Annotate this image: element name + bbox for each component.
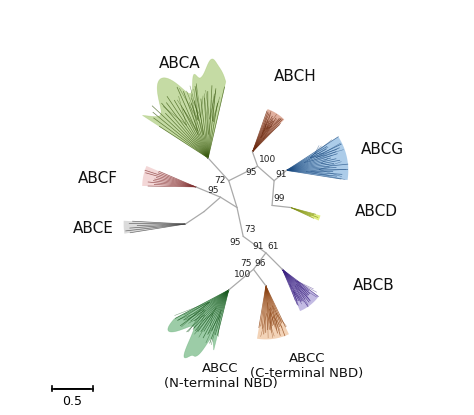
- Text: ABCE: ABCE: [73, 221, 113, 236]
- Text: ABCB: ABCB: [353, 278, 394, 293]
- Text: 0.5: 0.5: [62, 395, 82, 408]
- Text: 96: 96: [255, 259, 266, 269]
- Text: 91: 91: [252, 242, 264, 251]
- Polygon shape: [168, 290, 229, 358]
- Polygon shape: [143, 59, 226, 158]
- Text: 95: 95: [229, 238, 241, 247]
- Polygon shape: [286, 137, 348, 180]
- Text: ABCF: ABCF: [77, 171, 118, 186]
- Polygon shape: [253, 109, 284, 152]
- Text: 95: 95: [245, 168, 256, 177]
- Polygon shape: [124, 221, 185, 234]
- Text: 99: 99: [273, 194, 284, 203]
- Text: 61: 61: [267, 242, 278, 251]
- Text: 95: 95: [207, 186, 219, 195]
- Text: 75: 75: [240, 259, 251, 269]
- Text: ABCG: ABCG: [361, 142, 404, 157]
- Text: 72: 72: [214, 176, 226, 185]
- Text: 73: 73: [244, 225, 255, 234]
- Text: 100: 100: [259, 155, 276, 164]
- Text: 91: 91: [275, 170, 287, 178]
- Text: ABCC
(N-terminal NBD): ABCC (N-terminal NBD): [164, 362, 277, 390]
- Text: 100: 100: [234, 270, 251, 279]
- Text: ABCC
(C-terminal NBD): ABCC (C-terminal NBD): [250, 352, 364, 380]
- Polygon shape: [142, 166, 196, 187]
- Polygon shape: [283, 269, 319, 311]
- Text: ABCH: ABCH: [274, 69, 317, 84]
- Polygon shape: [291, 208, 320, 220]
- Text: ABCD: ABCD: [355, 204, 398, 219]
- Text: ABCA: ABCA: [158, 56, 200, 71]
- Polygon shape: [257, 286, 289, 339]
